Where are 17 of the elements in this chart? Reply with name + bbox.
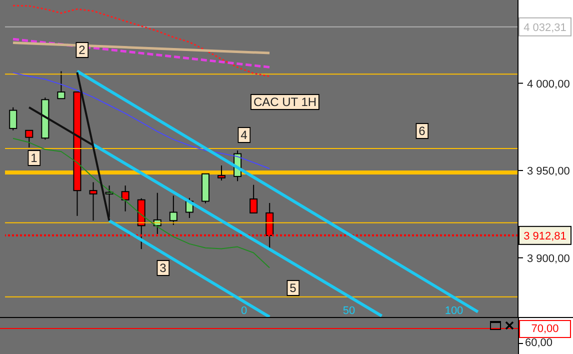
annotation: 100 <box>444 304 464 318</box>
annotation: 0 <box>240 304 248 318</box>
y-tick-label: 3 900,00 <box>527 252 570 265</box>
annotation: 1 <box>28 150 40 166</box>
annotation: 2 <box>76 42 88 58</box>
annotation: 6 <box>416 123 428 139</box>
ref-line-label: 4 032,31 <box>524 22 566 34</box>
annotation: 3 <box>156 260 170 276</box>
annotation: 5 <box>286 280 300 296</box>
annotation: 4 <box>238 127 250 143</box>
ref-line-label: 3 912,81 <box>524 230 566 242</box>
annotation: CAC UT 1H <box>250 94 320 110</box>
y-tick-label: 3 950,00 <box>527 166 570 178</box>
text: 70,00 <box>519 320 571 338</box>
annotation: 50 <box>342 304 356 318</box>
y-tick-label: 4 000,00 <box>527 78 570 90</box>
text: 60,00 <box>525 337 553 350</box>
